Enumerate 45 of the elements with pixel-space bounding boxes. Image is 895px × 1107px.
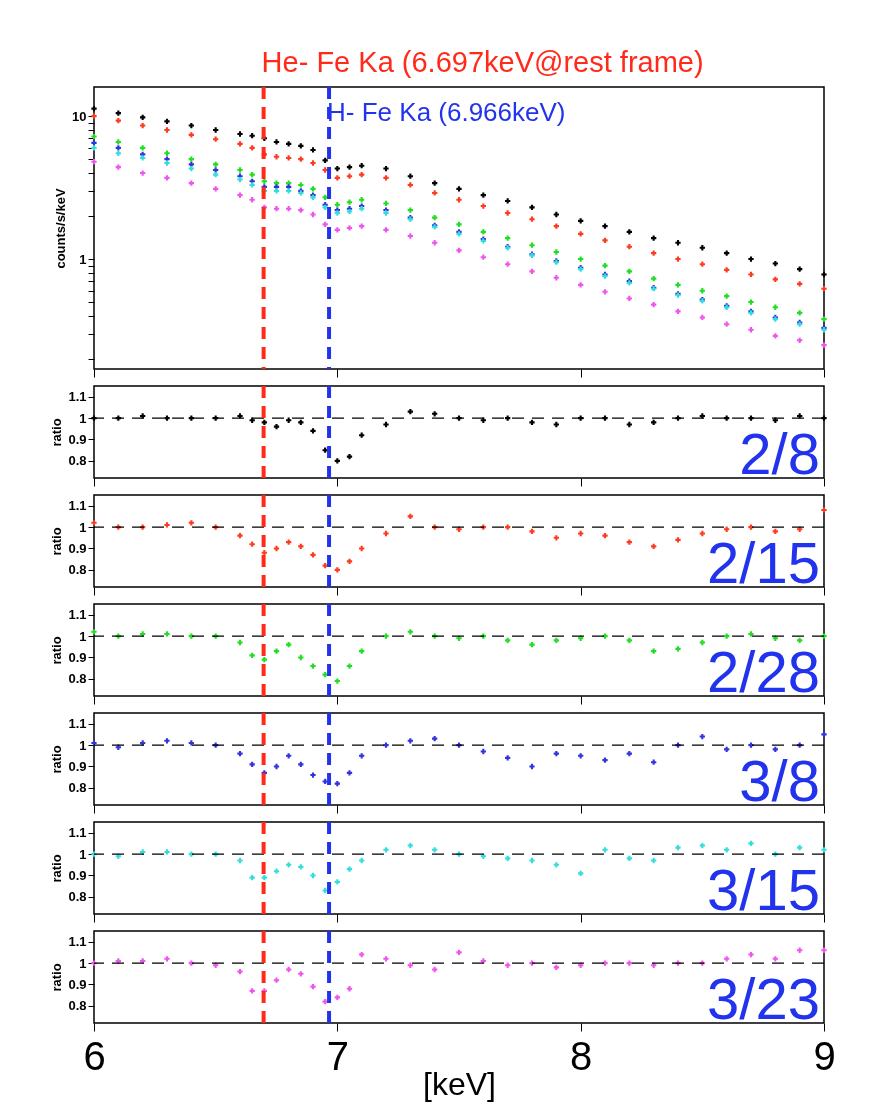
x-tick-label: 8 [570, 1033, 593, 1078]
y-axis-title: ratio [49, 636, 65, 665]
y-tick-label: 1 [79, 628, 87, 644]
y-axis-title: ratio [49, 418, 65, 447]
y-tick-label: 0.9 [68, 758, 87, 774]
y-tick-label: 1.1 [68, 825, 87, 841]
y-tick-label: 1.1 [68, 389, 87, 405]
y-tick-label: 0.9 [68, 649, 87, 665]
y-tick-label: 1 [79, 251, 87, 267]
y-tick-label: 0.8 [68, 562, 87, 578]
ref-line-label: He- Fe Ka (6.697keV@rest frame) [261, 46, 704, 78]
y-tick-label: 1.1 [68, 607, 87, 623]
y-tick-label: 1 [79, 410, 87, 426]
y-tick-label: 0.9 [68, 540, 87, 556]
y-tick-label: 0.8 [68, 889, 87, 905]
y-tick-label: 1.1 [68, 498, 87, 514]
x-tick-label: 9 [813, 1033, 836, 1078]
y-tick-label: 1 [79, 519, 87, 535]
y-axis-title: ratio [49, 745, 65, 774]
y-tick-label: 0.8 [68, 780, 87, 796]
y-tick-label: 0.9 [68, 976, 87, 992]
y-axis-title: ratio [49, 963, 65, 992]
annotation: 2/8 [739, 421, 820, 486]
y-tick-label: 0.8 [68, 998, 87, 1014]
y-tick-label: 10 [72, 108, 87, 124]
y-tick-label: 1 [79, 846, 87, 862]
x-tick-label: 7 [326, 1033, 349, 1078]
annotation: 3/8 [739, 748, 820, 813]
y-tick-label: 1 [79, 955, 87, 971]
y-axis-title: counts/s/keV [53, 188, 69, 269]
y-tick-label: 1.1 [68, 934, 87, 950]
y-tick-label: 1.1 [68, 716, 87, 732]
annotation: 3/15 [707, 857, 820, 922]
y-tick-label: 1 [79, 737, 87, 753]
x-axis-title: [keV] [423, 1065, 496, 1102]
x-tick-label: 6 [83, 1033, 106, 1078]
y-tick-label: 0.9 [68, 431, 87, 447]
annotation: 2/15 [707, 530, 820, 595]
y-tick-label: 0.8 [68, 671, 87, 687]
y-tick-label: 0.9 [68, 867, 87, 883]
y-tick-label: 0.8 [68, 453, 87, 469]
y-axis-title: ratio [49, 854, 65, 883]
y-axis-title: ratio [49, 527, 65, 556]
annotation: 3/23 [707, 966, 820, 1031]
annotation: 2/28 [707, 639, 820, 704]
